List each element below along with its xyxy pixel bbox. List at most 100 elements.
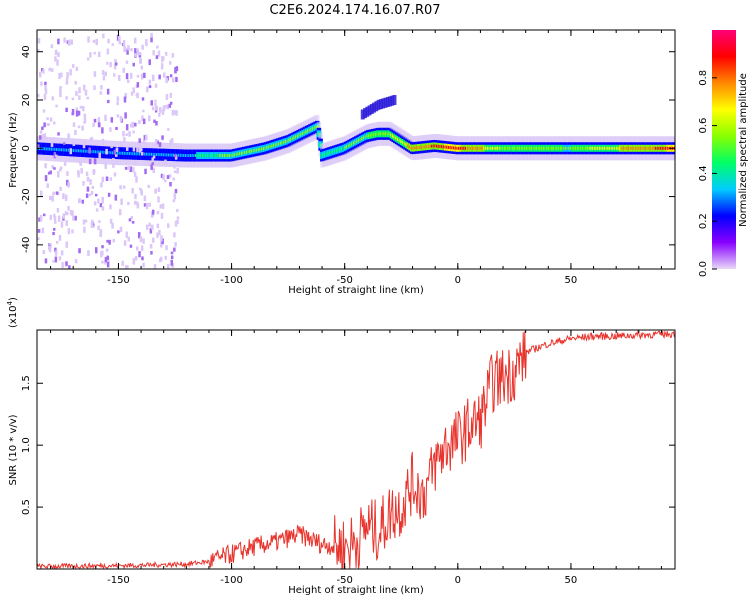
spectrogram-noise-cell (72, 140, 76, 146)
spectrogram-noise-cell (160, 63, 164, 70)
snr-marks (37, 330, 675, 569)
colorbar-tick-label: 0.4 (698, 165, 709, 181)
spectrogram-frame (36, 29, 676, 270)
spectrogram-noise-cell (93, 201, 97, 206)
spectrogram-noise-cell (165, 77, 168, 84)
spectrogram-noise-cell (132, 130, 135, 134)
spectrogram-noise-cell (166, 104, 169, 110)
spectrogram-secondary-cell (360, 109, 365, 120)
spectrogram-noise-cell (135, 246, 139, 251)
spectrogram-noise-cell (124, 265, 128, 269)
spectrogram-noise-cell (57, 52, 60, 58)
colorbar-ticks: 0.0 0.2 0.4 0.6 0.8 (698, 70, 717, 277)
spectrogram-noise-cell (165, 94, 169, 100)
spectrogram-noise-cell (37, 237, 40, 241)
spectrogram-noise-cell (140, 152, 144, 156)
spectrogram-noise-cell (121, 260, 124, 266)
spectrogram-noise-cell (161, 109, 165, 115)
spectrogram-noise-cell (172, 177, 175, 181)
spectrogram-noise-cell (161, 135, 164, 140)
spectrogram-noise-cell (166, 264, 170, 268)
snr-y-axis-label: SNR (10 * v/v) (8, 414, 19, 485)
spectrogram-noise-cell (58, 235, 62, 241)
spectrogram-noise-cell (54, 256, 58, 263)
spectrogram-noise-cell (115, 147, 119, 152)
spectrogram-noise-cell (176, 216, 180, 220)
spectrogram-noise-cell (74, 80, 77, 85)
spectrogram-noise-cell (55, 104, 58, 108)
spectrogram-noise-cell (104, 71, 108, 77)
spectrogram-noise-cell (84, 89, 88, 96)
spectrogram-noise-cell (147, 184, 150, 189)
spectrogram-noise-cell (101, 245, 104, 249)
spectrogram-noise-cell (174, 154, 177, 158)
spectrogram-noise-cell (133, 37, 137, 44)
spectrogram-noise-cell (119, 185, 122, 190)
spectrogram-noise-cell (129, 166, 133, 173)
spectrogram-noise-cell (58, 256, 62, 261)
spectrogram-noise-cell (93, 51, 96, 55)
spectrogram-noise-cell (161, 238, 164, 245)
spectrogram-noise-cell (125, 124, 129, 131)
spectrogram-noise-cell (150, 211, 154, 218)
spectrogram-noise-cell (125, 133, 128, 136)
spectrogram-noise-cell (61, 261, 64, 269)
spectrogram-noise-cell (125, 73, 129, 80)
spectrogram-noise-cell (149, 228, 153, 234)
spectrogram-noise-cell (41, 227, 45, 234)
snr-frame (36, 329, 676, 570)
spectrogram-noise-cell (108, 239, 111, 245)
spectrogram-noise-cell (93, 118, 97, 123)
spectrogram-noise-cell (138, 54, 142, 58)
spectrogram-noise-cell (170, 255, 174, 260)
spectrogram-noise-cell (160, 212, 164, 219)
spectrogram-noise-cell (127, 45, 130, 51)
spectrogram-noise-cell (151, 157, 154, 164)
spectrogram-noise-cell (46, 183, 49, 188)
spectrogram-noise-cell (122, 39, 126, 46)
spectrogram-noise-cell (106, 239, 109, 243)
spectrogram-noise-cell (51, 96, 54, 101)
spectrogram-noise-cell (54, 220, 57, 224)
spectrogram-noise-cell (104, 163, 107, 169)
spectrogram-noise-cell (66, 40, 70, 44)
spectrogram-noise-cell (132, 166, 135, 173)
spectrogram-noise-cell (146, 86, 149, 93)
spectrogram-noise-cell (50, 68, 54, 72)
spectrogram-noise-cell (99, 203, 103, 208)
spectrogram-noise-cell (130, 123, 133, 128)
spectrogram-noise-cell (158, 142, 162, 147)
spectrogram-noise-cell (112, 163, 115, 168)
spectrogram-noise-cell (156, 232, 159, 238)
spectrogram-noise-cell (71, 64, 75, 68)
spectrogram-noise-cell (75, 66, 79, 71)
spectrogram-noise-cell (129, 72, 133, 79)
spectrogram-noise-cell (135, 176, 138, 183)
spectrogram-noise-cell (57, 215, 61, 222)
spectrogram-noise-cell (115, 154, 118, 157)
spectrogram-noise-cell (131, 220, 135, 224)
spectrogram-noise-cell (143, 72, 146, 79)
spectrogram-noise-cell (119, 226, 123, 233)
spectrogram-secondary-cell (367, 105, 372, 116)
spectrogram-noise-cell (75, 90, 78, 97)
spectrogram-noise-cell (42, 250, 46, 255)
spectrogram-noise-cell (50, 140, 54, 148)
spectrogram-noise-cell (150, 32, 153, 38)
spectrogram-noise-cell (102, 75, 106, 81)
spectrogram-noise-cell (67, 133, 70, 140)
spectrogram-noise-cell (138, 251, 141, 258)
spectrogram-secondary-cell (374, 101, 379, 112)
spectrogram-secondary-cell (390, 95, 395, 106)
spectrogram-noise-cell (77, 125, 81, 129)
spectrogram-noise-cell (125, 231, 129, 239)
spectrogram-noise-cell (118, 209, 122, 216)
spectrogram-noise-cell (98, 220, 101, 224)
spectrogram-noise-cell (53, 152, 57, 159)
spectrogram-y-axis-label: Frequency (Hz) (8, 112, 19, 188)
spectrogram-noise-cell (57, 132, 60, 136)
spectrogram-noise-cell (69, 209, 73, 216)
spectrogram-noise-cell (63, 161, 67, 166)
spectrogram-noise-cell (132, 87, 135, 94)
spectrogram-noise-cell (48, 67, 51, 72)
